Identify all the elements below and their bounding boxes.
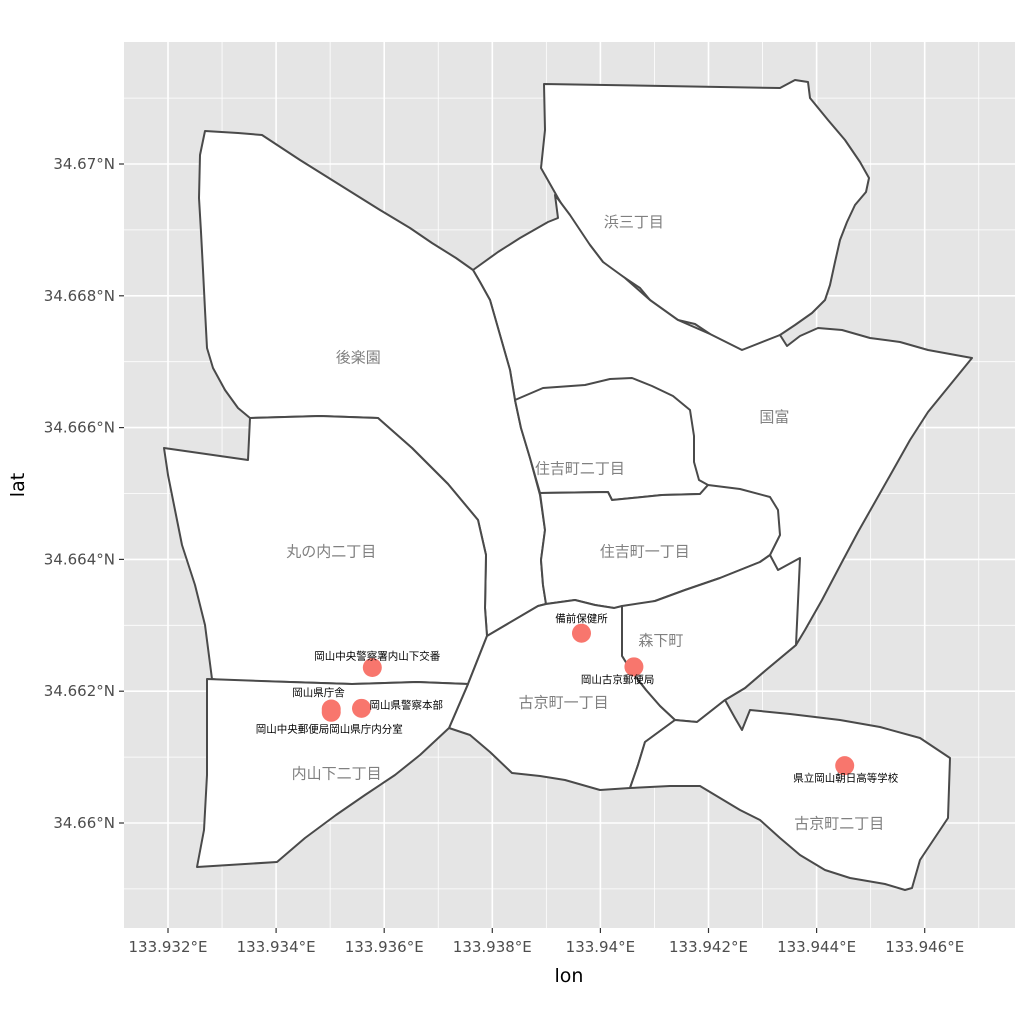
region-label: 住吉町二丁目	[535, 459, 625, 477]
region-uchisange-2	[196, 678, 469, 868]
region-label: 古京町二丁目	[794, 815, 884, 833]
poi-marker	[362, 657, 382, 677]
y-tick-label: 34.662°N	[44, 682, 115, 700]
y-tick-label: 34.668°N	[44, 287, 115, 305]
region-label: 丸の内二丁目	[286, 542, 376, 560]
poi-label: 岡山県警察本部	[369, 698, 443, 711]
poi-markers	[321, 623, 855, 776]
y-tick-label: 34.666°N	[44, 419, 115, 437]
poi-marker	[835, 756, 855, 776]
y-tick-label: 34.66°N	[53, 814, 115, 832]
region-label: 内山下二丁目	[292, 765, 382, 783]
region-label: 国富	[759, 408, 789, 426]
poi-label: 岡山県庁舎	[292, 686, 345, 699]
region-label: 後楽園	[336, 349, 381, 367]
y-axis-ticks: 34.66°N 34.662°N 34.664°N 34.666°N 34.668°N 3…	[44, 155, 124, 832]
x-tick-label: 133.942°E	[669, 938, 748, 956]
y-tick-label: 34.664°N	[44, 550, 115, 568]
x-tick-label: 133.934°E	[237, 938, 316, 956]
x-tick-label: 133.94°E	[566, 938, 635, 956]
poi-marker	[571, 623, 591, 643]
poi-marker	[321, 702, 341, 722]
region-label: 浜三丁目	[604, 213, 664, 231]
x-tick-label: 133.936°E	[345, 938, 424, 956]
x-tick-label: 133.938°E	[453, 938, 532, 956]
district-polygons	[163, 79, 973, 891]
region-label: 住吉町一丁目	[600, 542, 690, 560]
y-tick-label: 34.67°N	[53, 155, 115, 173]
x-tick-label: 133.946°E	[885, 938, 964, 956]
x-tick-label: 133.944°E	[777, 938, 856, 956]
region-kokyo-2	[629, 699, 951, 891]
x-tick-label: 133.932°E	[128, 938, 207, 956]
poi-label: 備前保健所	[555, 612, 608, 625]
poi-marker	[624, 657, 644, 677]
region-label: 森下町	[638, 631, 683, 649]
region-label: 古京町一丁目	[519, 693, 609, 711]
poi-label: 県立岡山朝日高等学校	[793, 772, 898, 785]
poi-label: 岡山中央警察署内山下交番	[314, 649, 440, 662]
poi-label: 岡山中央郵便局岡山県庁内分室	[256, 722, 403, 735]
poi-label: 岡山古京郵便局	[581, 673, 655, 686]
x-axis-ticks: 133.932°E 133.934°E 133.936°E 133.938°E 133.…	[128, 928, 964, 956]
poi-marker	[351, 698, 371, 718]
y-axis-title: lat	[7, 473, 29, 497]
x-axis-title: lon	[555, 965, 584, 987]
